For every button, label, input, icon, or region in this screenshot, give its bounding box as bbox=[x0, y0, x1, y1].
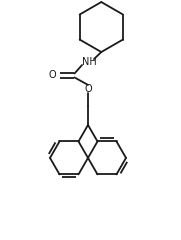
Text: O: O bbox=[49, 71, 56, 80]
Text: NH: NH bbox=[82, 57, 96, 67]
Text: O: O bbox=[84, 84, 92, 94]
